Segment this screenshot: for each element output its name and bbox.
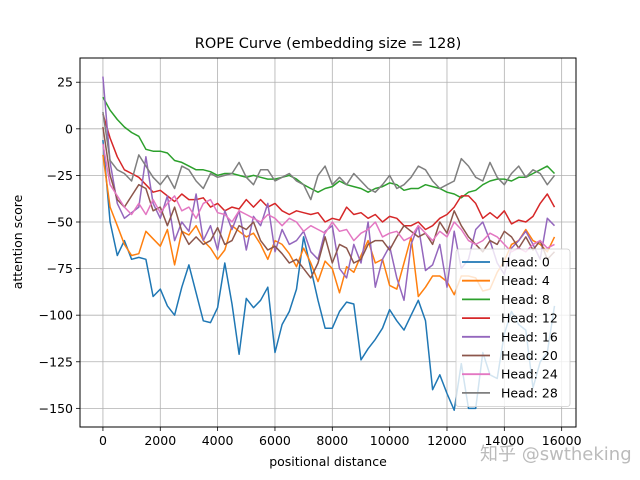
x-tick-label: 6000 — [259, 433, 291, 448]
series-line-head-20 — [102, 126, 556, 279]
x-tick-label: 10000 — [370, 433, 410, 448]
series-line-head-28 — [102, 111, 556, 201]
legend-entry-label: Head: 20 — [501, 348, 558, 363]
x-axis-ticks: 0 2000 4000 6000 8000 10000 12000 14000 16000 — [99, 427, 582, 448]
y-tick-label: 25 — [57, 75, 73, 90]
y-tick-label: −75 — [47, 261, 73, 276]
series-lines — [102, 76, 556, 411]
y-tick-label: −50 — [47, 215, 73, 230]
plot-frame — [79, 57, 577, 428]
legend-box — [455, 248, 571, 408]
series-line-head-24 — [102, 143, 555, 253]
legend-entry-label: Head: 24 — [501, 367, 558, 382]
x-tick-label: 4000 — [202, 433, 234, 448]
legend-entry-label: Head: 12 — [501, 311, 558, 326]
watermark: 知乎 @swtheking — [480, 444, 632, 465]
x-tick-label: 14000 — [484, 433, 524, 448]
y-tick-label: −100 — [39, 308, 73, 323]
legend-entry-label: Head: 28 — [501, 385, 558, 400]
legend: Head: 0 Head: 4 Head: 8 Head: 12 Head: 16 Hea… — [455, 248, 571, 408]
legend-entry-label: Head: 8 — [501, 292, 550, 307]
legend-entry-label: Head: 0 — [501, 255, 550, 270]
x-tick-label: 2000 — [144, 433, 176, 448]
y-axis-ticks: 25 0 −25 −50 −75 −100 −125 −150 — [39, 75, 80, 416]
x-axis-label: positional distance — [269, 454, 387, 469]
legend-entry-label: Head: 4 — [501, 273, 550, 288]
legend-entry-label: Head: 16 — [501, 329, 558, 344]
y-tick-label: −125 — [39, 354, 73, 369]
y-tick-label: 0 — [65, 121, 73, 136]
x-tick-label: 12000 — [427, 433, 467, 448]
x-tick-label: 0 — [99, 433, 107, 448]
y-tick-label: −25 — [47, 168, 73, 183]
y-axis-label: attention score — [10, 194, 25, 289]
x-tick-label: 8000 — [316, 433, 348, 448]
series-line-head-12 — [102, 113, 556, 231]
x-tick-label: 16000 — [542, 433, 582, 448]
y-tick-label: −150 — [39, 401, 73, 416]
chart-title: ROPE Curve (embedding size = 128) — [195, 36, 461, 52]
series-line-head-8 — [102, 96, 556, 199]
